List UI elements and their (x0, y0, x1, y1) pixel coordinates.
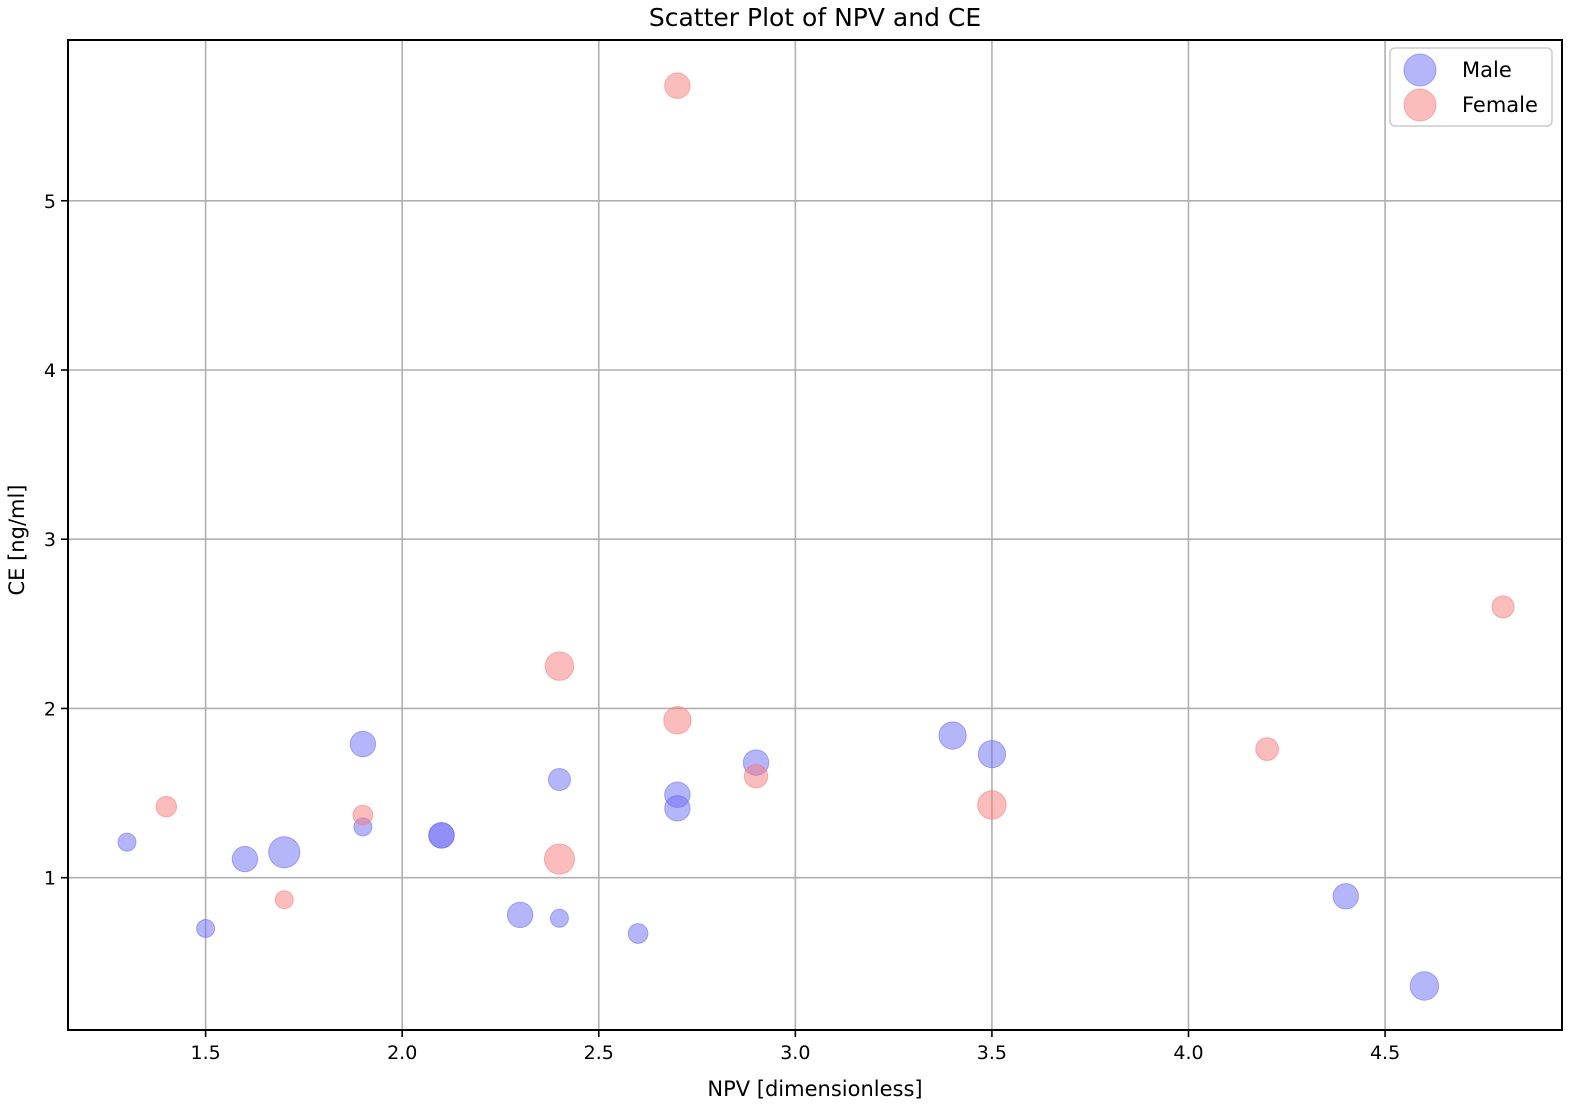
legend-marker-female (1403, 88, 1437, 122)
scatter-point-male (231, 845, 259, 873)
y-tick-label: 3 (44, 529, 56, 551)
y-tick-label: 5 (44, 191, 56, 213)
scatter-point-female (1255, 737, 1280, 761)
x-tick-label: 3.0 (780, 1042, 810, 1064)
legend: Male Female (1389, 47, 1553, 127)
scatter-point-male (1332, 883, 1359, 910)
scatter-point-male (664, 795, 691, 822)
x-tick-label: 2.5 (584, 1042, 614, 1064)
grid-lines (68, 40, 1562, 1030)
axis-ticks: 1.5 2.0 2.5 3.0 3.5 4.0 4.5 1 2 3 4 5 (44, 191, 1400, 1064)
scatter-point-female (352, 804, 374, 826)
plot-frame (67, 39, 1563, 1031)
scatter-point-male (428, 822, 455, 849)
scatter-point-female (155, 795, 178, 818)
x-tick-label: 4.5 (1370, 1042, 1400, 1064)
y-tick-label: 4 (44, 360, 56, 382)
scatter-point-male (977, 740, 1007, 769)
x-tick-label: 1.5 (190, 1042, 220, 1064)
scatter-point-female (977, 790, 1007, 820)
scatter-point-male (117, 832, 137, 852)
scatter-point-female (663, 706, 692, 735)
scatter-point-female (274, 890, 294, 910)
scatter-point-male (268, 836, 301, 869)
x-tick-label: 2.0 (387, 1042, 417, 1064)
scatter-point-male (549, 908, 569, 928)
scatter-point-female (1491, 595, 1515, 619)
scatter-point-female (743, 763, 769, 789)
y-axis-title: CE [ng/ml] (5, 485, 29, 596)
legend-label-male: Male (1462, 58, 1512, 82)
scatter-point-male (938, 721, 967, 750)
scatter-point-male (547, 768, 571, 792)
legend-marker-male (1403, 53, 1437, 87)
scatter-point-male (1409, 971, 1440, 1001)
x-tick-label: 3.5 (977, 1042, 1007, 1064)
chart-title: Scatter Plot of NPV and CE (649, 3, 981, 32)
scatter-point-male (627, 923, 649, 944)
x-tick-label: 4.0 (1173, 1042, 1203, 1064)
data-points (117, 72, 1515, 1001)
y-tick-label: 2 (44, 698, 56, 720)
legend-label-female: Female (1462, 93, 1538, 117)
x-axis-title: NPV [dimensionless] (707, 1077, 922, 1101)
scatter-point-female (544, 651, 575, 681)
scatter-point-male (506, 901, 534, 929)
y-tick-label: 1 (44, 868, 56, 890)
scatter-point-female (664, 72, 691, 99)
scatter-point-male (196, 918, 216, 938)
scatter-point-male (349, 730, 377, 758)
scatter-point-female (543, 843, 576, 875)
